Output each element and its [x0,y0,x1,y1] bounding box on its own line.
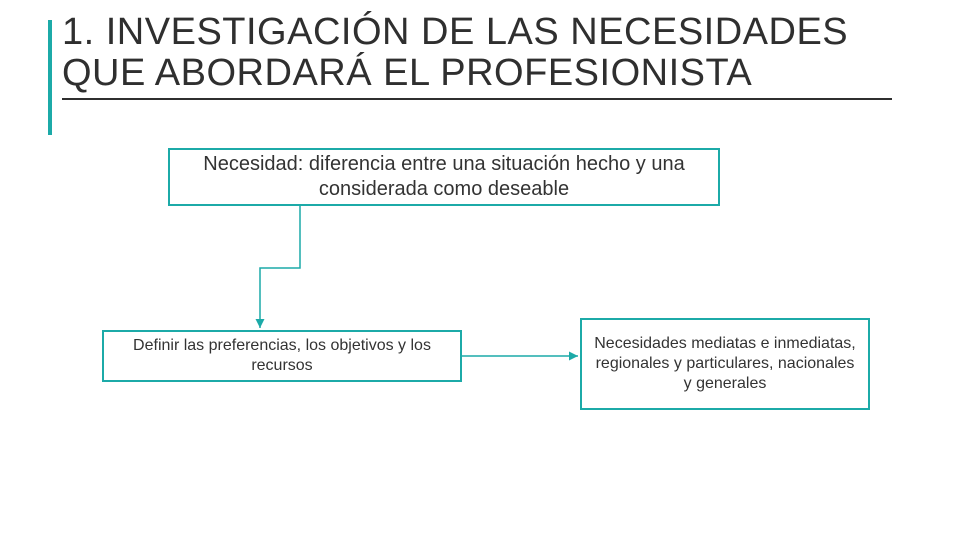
accent-bar [48,20,52,135]
node-left-text: Definir las preferencias, los objetivos … [114,336,450,376]
node-right: Necesidades mediatas e inmediatas, regio… [580,318,870,410]
node-left: Definir las preferencias, los objetivos … [102,330,462,382]
node-top: Necesidad: diferencia entre una situació… [168,148,720,206]
node-top-text: Necesidad: diferencia entre una situació… [180,152,708,202]
node-right-text: Necesidades mediatas e inmediatas, regio… [592,334,858,394]
page-title: 1. INVESTIGACIÓN DE LAS NECESIDADES QUE … [62,12,892,100]
edge-top-left [260,206,300,328]
